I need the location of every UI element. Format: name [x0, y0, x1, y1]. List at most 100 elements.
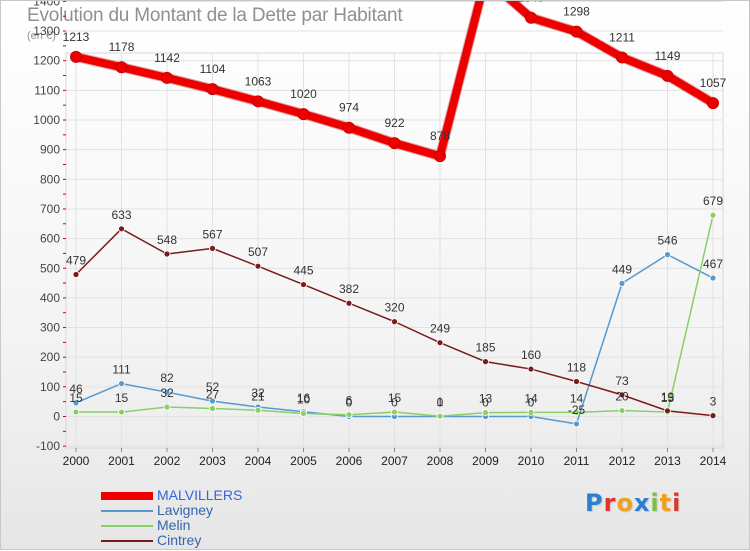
data-label-cintrey: 185 — [475, 341, 495, 355]
data-point-lavigney — [118, 380, 125, 387]
data-label-lavigney: 0 — [346, 396, 353, 410]
data-point-cintrey — [482, 358, 489, 366]
data-point-malvillers — [343, 121, 355, 134]
data-label-melin: 15 — [69, 391, 83, 405]
data-point-melin — [436, 412, 444, 420]
data-label-malvillers: 1104 — [200, 62, 226, 76]
data-point-malvillers — [388, 137, 401, 150]
data-label-cintrey: 548 — [157, 233, 177, 247]
data-point-cintrey — [391, 318, 398, 326]
y-tick-label: 1300 — [33, 24, 60, 38]
data-label-lavigney: 0 — [391, 396, 398, 410]
data-point-cintrey — [618, 391, 626, 399]
data-point-melin — [482, 409, 489, 417]
x-tick-label: 2011 — [564, 454, 590, 468]
y-tick-label: 800 — [40, 172, 60, 186]
legend-label-cintrey: Cintrey — [157, 532, 202, 548]
y-tick-label: 300 — [40, 321, 60, 335]
y-tick-label: 700 — [40, 202, 60, 216]
data-point-melin — [573, 408, 580, 416]
x-tick-label: 2010 — [518, 454, 545, 468]
chart-title: Evolution du Montant de la Dette par Hab… — [27, 5, 403, 26]
data-point-melin — [72, 408, 80, 416]
data-label-cintrey: 567 — [202, 227, 222, 241]
data-label-malvillers: 1057 — [700, 76, 727, 90]
data-label-cintrey: 3 — [710, 395, 717, 409]
data-point-cintrey — [254, 262, 262, 270]
legend-swatch-malvillers — [101, 492, 153, 500]
data-label-lavigney: 0 — [482, 396, 489, 410]
data-point-melin — [163, 403, 171, 411]
data-point-malvillers — [206, 83, 219, 96]
data-label-malvillers: 1149 — [655, 49, 681, 63]
data-label-melin: 32 — [160, 386, 174, 400]
data-label-cintrey: 507 — [248, 245, 268, 259]
data-label-melin: 20 — [615, 390, 629, 404]
data-label-lavigney: 111 — [112, 363, 131, 377]
legend-label-lavigney: Lavigney — [157, 502, 214, 518]
data-point-cintrey — [118, 225, 125, 233]
data-point-lavigney — [573, 420, 580, 428]
data-label-melin: 15 — [661, 391, 675, 405]
data-point-malvillers — [661, 69, 674, 82]
data-label-lavigney: 0 — [437, 396, 444, 410]
data-point-cintrey — [209, 244, 216, 252]
data-label-melin: 15 — [388, 391, 402, 405]
data-label-lavigney: 52 — [206, 380, 220, 394]
data-label-cintrey: 118 — [567, 361, 586, 375]
y-tick-label: 500 — [40, 261, 60, 275]
legend-swatch-cintrey — [101, 540, 153, 542]
data-label-lavigney: 82 — [160, 371, 174, 385]
data-label-malvillers: 1063 — [245, 74, 272, 88]
data-label-cintrey: 479 — [66, 253, 86, 267]
data-label-melin: 27 — [206, 387, 220, 401]
data-label-melin: 6 — [346, 394, 353, 408]
data-point-malvillers — [252, 95, 264, 108]
y-tick-label: 1000 — [33, 113, 60, 127]
data-label-cintrey: 633 — [111, 208, 131, 222]
data-label-malvillers: 1211 — [609, 30, 635, 44]
data-point-melin — [391, 408, 398, 416]
data-point-cintrey — [709, 412, 717, 420]
x-tick-label: 2001 — [108, 454, 135, 468]
data-point-melin — [300, 410, 307, 417]
data-point-cintrey — [300, 281, 307, 288]
data-label-melin: 10 — [297, 393, 311, 407]
data-label-lavigney: 16 — [297, 391, 311, 405]
x-tick-label: 2006 — [336, 454, 363, 468]
data-label-malvillers: 974 — [339, 101, 359, 115]
data-label-melin: 15 — [115, 391, 129, 405]
legend-swatch-melin — [101, 525, 153, 527]
data-point-lavigney — [709, 274, 717, 282]
data-point-melin — [209, 405, 216, 412]
data-label-cintrey: 445 — [293, 264, 313, 278]
data-point-cintrey — [72, 271, 80, 278]
data-label-malvillers: 1142 — [154, 51, 180, 65]
data-point-melin — [618, 407, 626, 414]
data-point-melin — [118, 408, 125, 416]
y-tick-label: -100 — [36, 439, 60, 453]
data-label-lavigney: 46 — [69, 382, 83, 396]
chart-unit-label: (en €) — [27, 30, 56, 42]
x-tick-label: 2012 — [609, 454, 636, 468]
data-label-cintrey: 160 — [521, 348, 541, 362]
data-point-lavigney — [163, 388, 171, 396]
y-tick-label: 1100 — [34, 83, 60, 97]
data-point-cintrey — [163, 250, 171, 258]
data-label-cintrey: 320 — [384, 301, 404, 315]
data-label-lavigney: 0 — [528, 396, 535, 410]
data-point-malvillers — [570, 25, 583, 38]
data-label-melin: 21 — [251, 389, 265, 403]
data-label-malvillers: 1178 — [109, 40, 135, 54]
data-label-melin: 1 — [437, 395, 444, 409]
data-label-lavigney: 449 — [612, 262, 632, 276]
data-label-lavigney: 546 — [657, 234, 677, 248]
x-tick-label: 2005 — [290, 454, 317, 468]
legend-label-melin: Melin — [157, 517, 191, 533]
data-point-cintrey — [527, 365, 535, 373]
x-tick-label: 2007 — [381, 454, 408, 468]
data-point-malvillers — [707, 97, 719, 110]
data-point-malvillers — [525, 11, 537, 24]
data-point-cintrey — [436, 339, 444, 347]
